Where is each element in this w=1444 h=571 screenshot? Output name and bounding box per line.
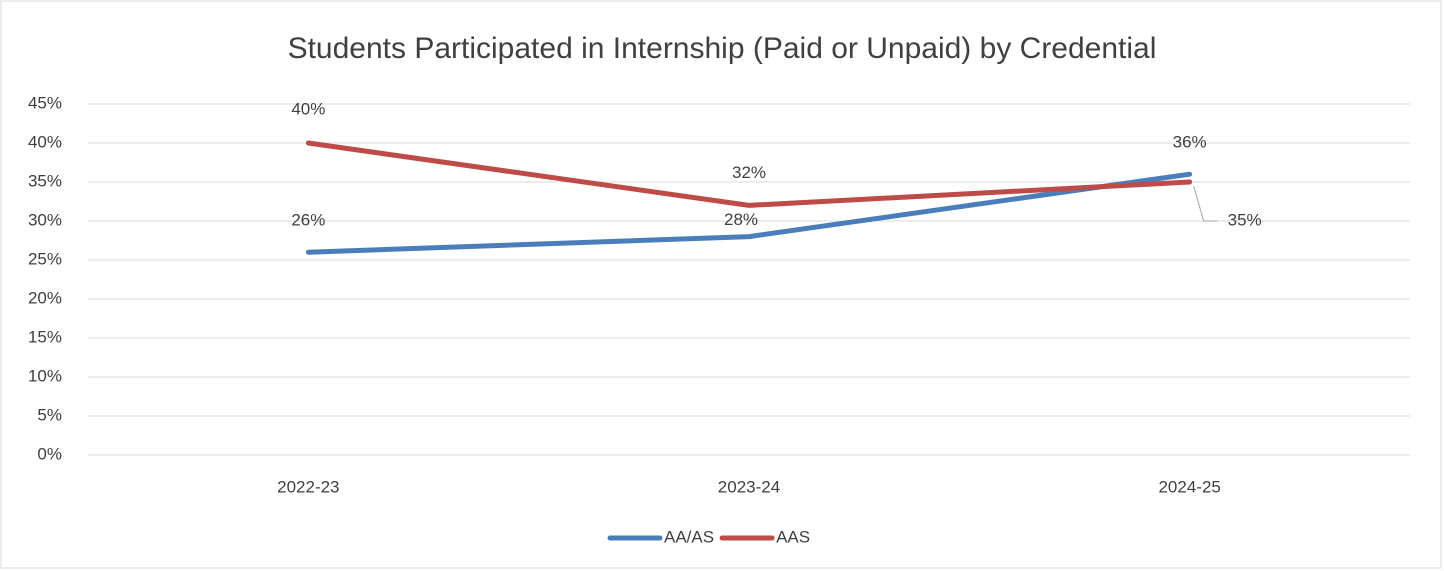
x-tick-label: 2022-23 bbox=[277, 477, 339, 496]
data-label: 32% bbox=[732, 163, 766, 182]
y-tick-label: 35% bbox=[28, 171, 62, 190]
leader-line bbox=[1193, 185, 1218, 222]
y-tick-label: 40% bbox=[28, 132, 62, 151]
y-tick-label: 45% bbox=[28, 93, 62, 112]
y-tick-label: 5% bbox=[37, 405, 62, 424]
legend-label: AA/AS bbox=[664, 527, 714, 546]
data-label: 35% bbox=[1228, 210, 1262, 229]
y-tick-label: 0% bbox=[37, 444, 62, 463]
chart-title: Students Participated in Internship (Pai… bbox=[288, 32, 1157, 65]
y-tick-label: 30% bbox=[28, 210, 62, 229]
x-tick-label: 2024-25 bbox=[1158, 477, 1220, 496]
data-label: 40% bbox=[291, 99, 325, 118]
y-tick-label: 15% bbox=[28, 327, 62, 346]
y-tick-label: 20% bbox=[28, 288, 62, 307]
data-label: 36% bbox=[1173, 133, 1207, 152]
data-label: 28% bbox=[724, 210, 758, 229]
data-label: 26% bbox=[291, 211, 325, 230]
legend-label: AAS bbox=[776, 527, 810, 546]
x-tick-label: 2023-24 bbox=[718, 477, 780, 496]
series-line bbox=[305, 140, 1193, 208]
series-line bbox=[305, 171, 1193, 255]
y-tick-label: 10% bbox=[28, 366, 62, 385]
y-tick-label: 25% bbox=[28, 249, 62, 268]
